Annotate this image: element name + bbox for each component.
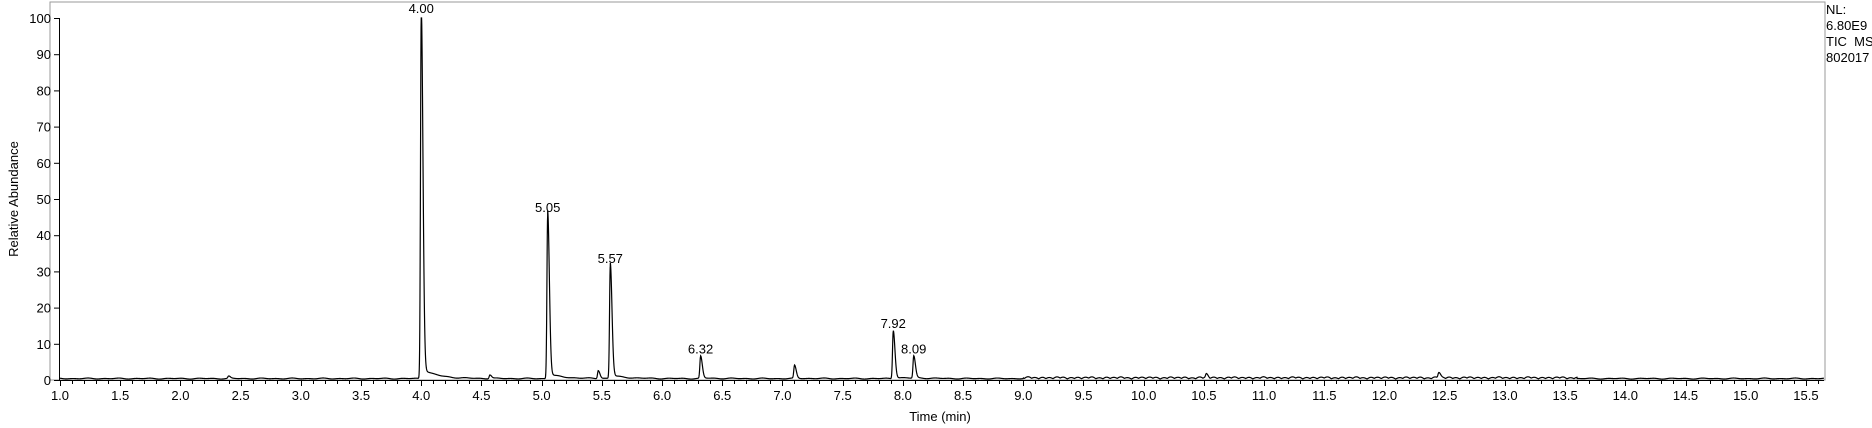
y-tick-label: 60 [37, 156, 51, 171]
x-tick-label: 12.0 [1372, 388, 1397, 403]
x-tick-label: 10.0 [1131, 388, 1156, 403]
x-tick-label: 12.5 [1432, 388, 1457, 403]
nl-value: 6.80E9 [1826, 18, 1868, 33]
scan-filter: TIC MS [1826, 34, 1872, 49]
peak-labels: 4.00 5.05 5.57 6.32 7.92 8.09 [409, 1, 927, 356]
y-tick-label: 50 [37, 192, 51, 207]
peak-label: 6.32 [688, 341, 713, 356]
y-tick-label: 10 [37, 337, 51, 352]
x-tick-label: 9.5 [1074, 388, 1092, 403]
y-tick-label: 70 [37, 120, 51, 135]
x-tick-label: 6.0 [653, 388, 671, 403]
file-name: 802017 [1826, 50, 1870, 65]
peak-label: 4.00 [409, 1, 434, 16]
x-tick-label: 3.5 [352, 388, 370, 403]
y-tick-label: 80 [37, 83, 51, 98]
y-axis-title: Relative Abundance [6, 141, 21, 257]
x-tick-label: 8.5 [954, 388, 972, 403]
x-tick-label: 11.5 [1312, 388, 1336, 403]
instrument-info: NL: 6.80E9 TIC MS 802017 [1826, 2, 1872, 66]
x-tick-label: 14.5 [1673, 388, 1698, 403]
x-tick-label: 13.0 [1492, 388, 1517, 403]
x-tick-label: 2.0 [171, 388, 189, 403]
nl-label: NL: [1826, 2, 1847, 17]
y-tick-label: 30 [37, 264, 51, 279]
peak-label: 5.57 [598, 251, 623, 266]
x-tick-label: 15.0 [1733, 388, 1758, 403]
x-tick-label: 5.5 [593, 388, 611, 403]
x-tick-label: 1.5 [111, 388, 129, 403]
plot-frame [49, 1, 1826, 381]
x-tick-label: 2.5 [232, 388, 250, 403]
y-tick-label: 90 [37, 47, 51, 62]
x-tick-label: 14.0 [1613, 388, 1638, 403]
x-tick-label: 7.0 [773, 388, 791, 403]
x-tick-label: 5.0 [533, 388, 551, 403]
y-tick-label: 100 [29, 11, 51, 26]
x-tick-label: 13.5 [1552, 388, 1577, 403]
x-tick-label: 4.5 [472, 388, 490, 403]
x-tick-label: 10.5 [1191, 388, 1216, 403]
y-axis: 0 10 20 30 40 50 60 70 80 90 100 [29, 11, 60, 388]
x-axis: 1.0 1.5 2.0 2.5 3.0 3.5 4.0 4.5 5.0 5.5 6.0 6.5 7.0 7… [51, 380, 1824, 403]
y-tick-label: 20 [37, 301, 51, 316]
x-tick-label: 9.0 [1014, 388, 1032, 403]
x-tick-label: 6.5 [713, 388, 731, 403]
x-tick-label: 11.0 [1252, 388, 1276, 403]
y-tick-label: 0 [44, 373, 51, 388]
tic-trace [59, 17, 1824, 380]
x-axis-title: Time (min) [909, 409, 971, 424]
x-tick-label: 1.0 [51, 388, 69, 403]
x-tick-label: 4.0 [412, 388, 430, 403]
x-tick-label: 8.0 [894, 388, 912, 403]
peak-label: 5.05 [535, 200, 560, 215]
x-tick-label: 7.5 [834, 388, 852, 403]
x-tick-label: 3.0 [292, 388, 310, 403]
x-tick-label: 15.5 [1793, 388, 1818, 403]
peak-label: 7.92 [881, 316, 906, 331]
peak-label: 8.09 [901, 341, 926, 356]
y-tick-label: 40 [37, 228, 51, 243]
